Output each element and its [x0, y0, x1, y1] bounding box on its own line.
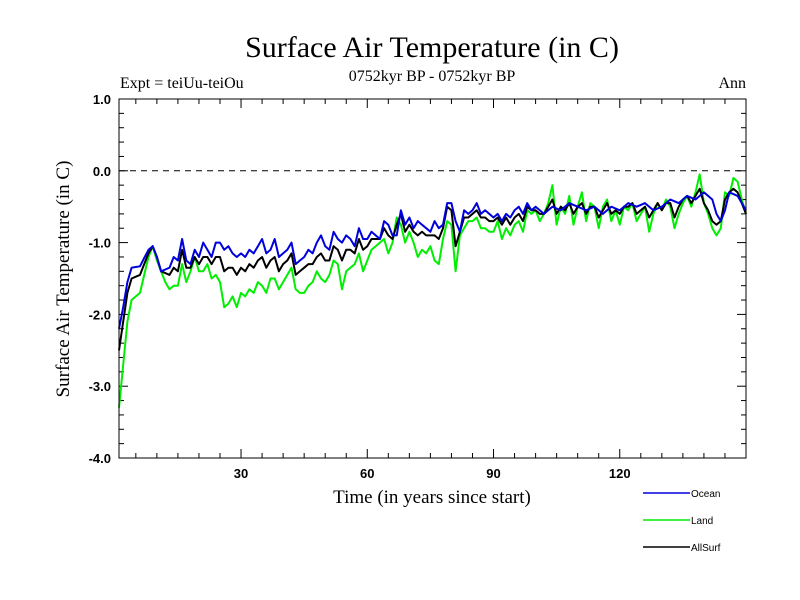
- y-tick-label: -4.0: [89, 451, 111, 466]
- legend-entry-ocean: Ocean: [643, 489, 720, 500]
- legend-label-ocean: Ocean: [691, 489, 720, 500]
- season-label: Ann: [718, 75, 746, 92]
- y-tick-label: -1.0: [89, 236, 111, 251]
- chart-subtitle: 0752kyr BP - 0752kyr BP: [349, 68, 516, 85]
- x-tick-label: 30: [234, 466, 248, 481]
- x-tick-label: 120: [609, 466, 631, 481]
- y-tick-label: -3.0: [89, 379, 111, 394]
- series-line-land: [118, 173, 747, 408]
- legend-entry-land: Land: [643, 516, 713, 527]
- y-tick-label: 0.0: [93, 164, 111, 179]
- y-tick-labels: -4.0 -3.0 -2.0 -1.0 0.0 1.0: [89, 92, 111, 466]
- plot-area: [118, 98, 747, 459]
- x-tick-label: 60: [360, 466, 374, 481]
- plot-frame: [118, 98, 747, 459]
- series-line-allsurf: [118, 187, 747, 351]
- y-tick-label: 1.0: [93, 92, 111, 107]
- x-tick-labels: 30 60 90 120: [234, 466, 631, 481]
- x-tick-label: 90: [486, 466, 500, 481]
- series-line-ocean: [118, 191, 747, 329]
- experiment-label: Expt = teiUu-teiOu: [120, 75, 244, 92]
- chart-title: Surface Air Temperature (in C): [245, 31, 619, 64]
- y-axis-label: Surface Air Temperature (in C): [53, 161, 74, 398]
- legend-entry-allsurf: AllSurf: [643, 543, 721, 554]
- x-axis-label: Time (in years since start): [333, 487, 531, 508]
- legend-label-allsurf: AllSurf: [691, 543, 721, 554]
- y-tick-label: -2.0: [89, 307, 111, 322]
- legend-label-land: Land: [691, 516, 713, 527]
- legend: Ocean Land AllSurf: [643, 489, 721, 554]
